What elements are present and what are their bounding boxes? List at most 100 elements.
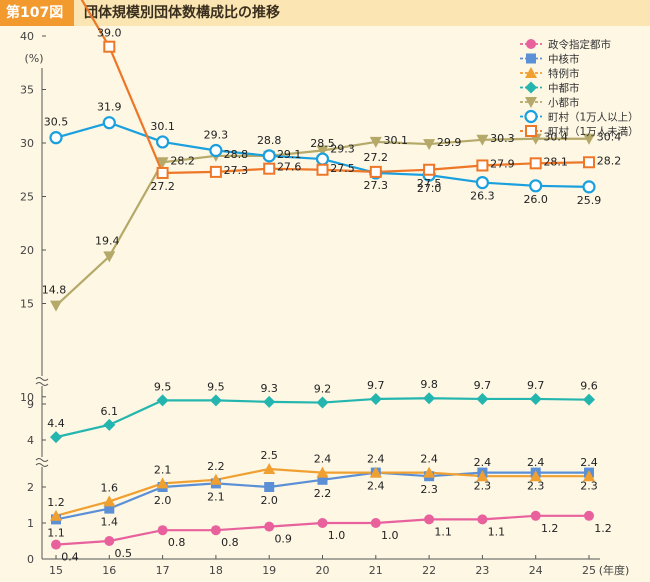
y-tick-label: 10 <box>20 391 34 404</box>
data-label: 2.1 <box>207 490 225 503</box>
x-unit-label: (年度) <box>599 563 630 577</box>
legend-label: 特例市 <box>548 67 580 80</box>
data-point-5-1 <box>102 116 116 130</box>
x-tick-label: 21 <box>369 564 383 577</box>
y-tick-label: 1 <box>27 517 34 530</box>
data-point-3-0 <box>50 431 62 444</box>
data-point-6-9 <box>529 157 542 170</box>
data-label: 30.1 <box>150 120 175 133</box>
data-label: 1.1 <box>47 526 65 539</box>
data-label: 0.9 <box>274 533 292 546</box>
data-label: 31.9 <box>97 101 122 114</box>
data-label: 9.8 <box>420 378 438 391</box>
legend-marker <box>525 125 537 137</box>
data-point-0-6 <box>370 518 381 528</box>
data-label: 30.5 <box>44 116 69 129</box>
y-tick-label: 0 <box>27 553 34 566</box>
data-point-0-0 <box>51 539 61 550</box>
data-point-3-1 <box>103 418 116 431</box>
legend-marker <box>524 109 538 124</box>
data-label: 27.9 <box>490 157 515 170</box>
data-point-4-7 <box>423 139 436 151</box>
y-tick-label: 35 <box>20 84 34 97</box>
x-tick-label: 23 <box>475 564 489 577</box>
data-label: 1.1 <box>488 525 506 538</box>
data-point-0-2 <box>157 525 168 536</box>
data-point-3-8 <box>476 392 489 405</box>
data-point-2-2 <box>156 477 169 489</box>
data-label: 30.1 <box>384 134 409 147</box>
data-point-4-1 <box>103 251 116 263</box>
data-label: 27.3 <box>224 164 249 177</box>
data-point-0-10 <box>584 510 594 521</box>
data-point-5-5 <box>315 152 330 166</box>
x-tick-label: 17 <box>156 564 170 577</box>
data-label: 1.4 <box>101 516 119 529</box>
data-label: 27.2 <box>150 180 175 193</box>
data-point-6-1 <box>103 40 116 53</box>
data-label: 28.2 <box>597 154 622 167</box>
data-point-5-4 <box>262 149 276 163</box>
data-label: 2.4 <box>527 456 545 469</box>
data-point-5-9 <box>529 179 543 193</box>
data-label: 0.4 <box>61 551 79 564</box>
legend-marker <box>526 39 536 49</box>
data-label: 2.3 <box>527 480 545 493</box>
data-point-6-2 <box>156 166 169 179</box>
data-point-0-9 <box>530 510 541 521</box>
figure-number-badge: 第107図 <box>0 0 74 26</box>
data-point-2-8 <box>476 470 489 482</box>
data-point-2-5 <box>316 466 329 478</box>
legend-marker <box>526 53 536 64</box>
y-tick-label: 9 <box>27 398 34 411</box>
data-label: 27.5 <box>330 162 355 175</box>
data-point-0-8 <box>477 514 488 525</box>
data-label: 1.2 <box>541 522 559 535</box>
data-label: 2.3 <box>474 480 492 493</box>
legend-marker <box>525 81 537 94</box>
data-point-3-3 <box>209 394 222 407</box>
data-label: 14.8 <box>42 284 67 297</box>
data-point-2-10 <box>583 470 595 482</box>
data-point-6-6 <box>369 165 382 178</box>
data-label: 2.3 <box>420 483 438 496</box>
data-label: 26.0 <box>523 193 548 206</box>
data-point-3-10 <box>583 393 595 406</box>
data-point-1-4 <box>264 482 275 492</box>
data-label: 39.0 <box>97 27 122 40</box>
x-tick-label: 20 <box>316 564 330 577</box>
data-label: 9.7 <box>527 379 545 392</box>
data-label: 9.7 <box>474 379 492 392</box>
data-label: 25.9 <box>577 194 602 207</box>
data-label: 2.1 <box>154 463 172 476</box>
data-label: 1.2 <box>594 522 612 535</box>
axis-break-gap <box>36 376 48 386</box>
legend-label: 中核市 <box>548 53 580 66</box>
data-point-1-5 <box>317 474 328 485</box>
data-point-6-3 <box>209 165 222 178</box>
data-point-3-7 <box>423 392 436 405</box>
x-tick-label: 24 <box>529 564 543 577</box>
data-label: 0.8 <box>221 536 239 549</box>
data-label: 9.6 <box>580 380 598 393</box>
legend-label: 小都市 <box>548 96 580 109</box>
data-point-2-4 <box>263 463 276 474</box>
data-point-0-4 <box>264 521 275 532</box>
data-label: 1.2 <box>47 496 65 509</box>
data-label: 29.9 <box>437 136 462 149</box>
data-label: 2.0 <box>260 494 278 507</box>
data-label: 27.6 <box>277 161 302 174</box>
data-label: 2.4 <box>367 480 385 493</box>
data-label: 29.1 <box>277 148 302 161</box>
data-label: 27.3 <box>364 179 389 192</box>
y-tick-label: 30 <box>20 137 34 150</box>
data-label: 9.7 <box>367 379 385 392</box>
data-point-2-3 <box>209 473 222 485</box>
data-point-4-2 <box>156 157 169 169</box>
data-point-5-10 <box>582 180 596 194</box>
data-point-2-7 <box>423 466 436 478</box>
data-label: 19.4 <box>95 234 120 247</box>
data-label: 26.3 <box>470 190 495 203</box>
data-label: 4.4 <box>47 417 65 430</box>
y-unit-label: (%) <box>24 52 43 65</box>
